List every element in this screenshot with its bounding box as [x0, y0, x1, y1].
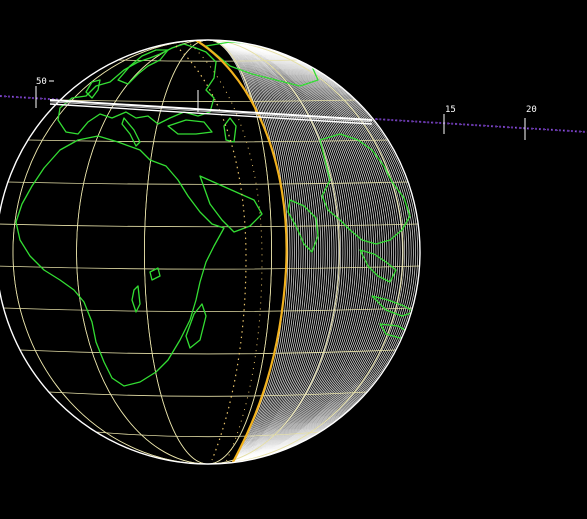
hatch-line [192, 40, 320, 464]
hatch-line [192, 40, 295, 464]
hatch-line [192, 40, 315, 464]
coastlines [15, 41, 415, 387]
globe[interactable] [0, 38, 421, 465]
track-crossing-band [49, 99, 373, 125]
terminator-dotted-line-2 [185, 40, 263, 463]
hatch-line [192, 40, 333, 464]
hatch-line [192, 40, 397, 464]
hatch-line [192, 40, 408, 464]
hatch-line [192, 40, 350, 464]
parallel-line [60, 99, 356, 102]
hatch-line [192, 40, 353, 464]
hatch-line [192, 40, 331, 464]
hatch-line [192, 40, 386, 464]
hatch-line [192, 40, 383, 464]
coastline-europe [57, 43, 217, 135]
hatch-line [192, 40, 297, 464]
globe-outline [0, 39, 421, 465]
scale-label-20: 20 [526, 105, 537, 115]
hatch-line [192, 40, 410, 464]
hatch-line [192, 40, 293, 464]
coastline-asia-east [319, 133, 411, 245]
terminator-dotted-line [175, 45, 247, 461]
hatch-line [192, 40, 300, 464]
hatch-line [192, 40, 302, 464]
hatch-line [192, 40, 381, 464]
hatch-line [192, 40, 403, 464]
coastline-madagascar [185, 303, 207, 349]
hatch-line [192, 40, 359, 464]
parallel-line [95, 431, 321, 438]
hatch-line [192, 40, 375, 464]
scale-label-15: 15 [445, 105, 456, 115]
hatch-line [192, 40, 328, 464]
parallel-line [0, 265, 420, 270]
hatch-line [192, 40, 344, 464]
hatch-line [192, 40, 317, 464]
coastline-southeast-asia [359, 249, 397, 283]
hatch-line [192, 40, 414, 464]
hatch-line [192, 40, 326, 464]
parallel-line [19, 349, 397, 355]
hatch-line [192, 40, 377, 464]
coastline-turkey [167, 119, 213, 135]
hatch-line [192, 40, 412, 464]
coastline-italy [121, 117, 141, 147]
hatch-line [192, 40, 416, 464]
hatch-line [192, 40, 348, 464]
hatch-line [192, 40, 309, 464]
hatch-line [192, 40, 306, 464]
scale-label-50: 50 [36, 77, 47, 87]
hatch-line [192, 40, 346, 464]
coastline-britain [85, 79, 101, 99]
coastline-lake-tanganyika [131, 285, 141, 313]
hatch-line [192, 40, 379, 464]
hatch-line [192, 40, 289, 464]
hatch-line [192, 40, 337, 464]
hatch-line [192, 40, 339, 464]
scale-ticks [35, 80, 526, 140]
hatch-line [192, 40, 291, 464]
hatch-line [192, 40, 390, 464]
meridian-line [12, 40, 404, 464]
hatch-line [192, 40, 335, 464]
hatch-line [192, 40, 357, 464]
hatch-line [192, 40, 394, 464]
meridian-line [76, 40, 340, 464]
parallel-line [48, 391, 368, 397]
hatch-line [192, 40, 392, 464]
coastline-arabia [199, 175, 263, 233]
hatch-line [192, 40, 419, 464]
parallel-line [7, 181, 409, 185]
hatch-line [192, 40, 322, 464]
hatch-line [192, 40, 355, 464]
terminator-line [191, 40, 288, 464]
hatch-line [192, 40, 405, 464]
hatch-line [192, 40, 304, 464]
coastline-scandinavia [117, 49, 169, 85]
hatch-line [192, 40, 342, 464]
coastline-africa [15, 135, 225, 387]
graticule [0, 40, 420, 464]
meridian-line [143, 40, 272, 464]
hatch-line [192, 40, 311, 464]
parallel-line [0, 223, 419, 228]
parallel-line [3, 307, 413, 312]
parallel-line [118, 59, 298, 62]
coastline-lake-victoria [149, 267, 161, 281]
hatch-line [192, 40, 324, 464]
coastline-india [287, 199, 319, 253]
hatch-line [192, 40, 401, 464]
hatch-line [192, 40, 364, 464]
hatch-line [192, 40, 399, 464]
hatch-line [192, 40, 388, 464]
globe-disc [0, 40, 420, 464]
hatch-line [192, 40, 372, 464]
